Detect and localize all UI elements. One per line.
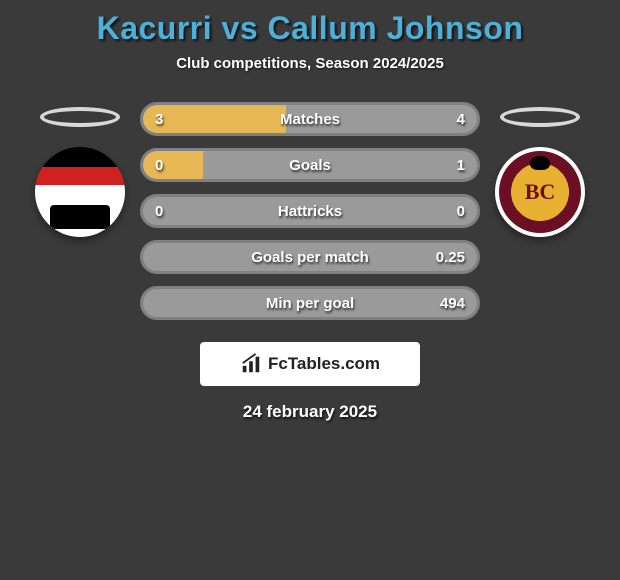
halo-right: [500, 107, 580, 127]
stat-bar-fill: [143, 105, 286, 133]
player-left-col: [30, 102, 130, 237]
page-title: Kacurri vs Callum Johnson: [0, 10, 620, 47]
brand-text: FcTables.com: [268, 354, 380, 374]
stat-label: Goals: [289, 157, 331, 174]
stat-bar: Min per goal 494: [140, 286, 480, 320]
stat-value-right: 1: [457, 157, 465, 174]
main-row: 3 Matches 4 0 Goals 1 0 Hattricks 0 Goals per mat…: [0, 102, 620, 320]
stat-label: Hattricks: [278, 203, 342, 220]
stat-bar: 0 Goals 1: [140, 148, 480, 182]
stat-label: Min per goal: [266, 295, 354, 312]
club-crest-right: [495, 147, 585, 237]
stat-bar: 0 Hattricks 0: [140, 194, 480, 228]
stat-bar-fill: [143, 151, 203, 179]
club-crest-left: [35, 147, 125, 237]
stat-bars: 3 Matches 4 0 Goals 1 0 Hattricks 0 Goals per mat…: [140, 102, 480, 320]
date-text: 24 february 2025: [0, 402, 620, 422]
stat-value-right: 4: [457, 111, 465, 128]
root: Kacurri vs Callum Johnson Club competiti…: [0, 0, 620, 422]
stat-value-right: 0: [457, 203, 465, 220]
stat-value-right: 0.25: [436, 249, 465, 266]
chart-icon: [240, 353, 262, 375]
subtitle: Club competitions, Season 2024/2025: [0, 55, 620, 72]
stat-bar: Goals per match 0.25: [140, 240, 480, 274]
halo-left: [40, 107, 120, 127]
stat-value-left: 0: [155, 157, 163, 174]
stat-label: Goals per match: [251, 249, 369, 266]
stat-bar: 3 Matches 4: [140, 102, 480, 136]
stat-value-right: 494: [440, 295, 465, 312]
player-right-col: [490, 102, 590, 237]
stat-value-left: 0: [155, 203, 163, 220]
brand-badge[interactable]: FcTables.com: [200, 342, 420, 386]
stat-label: Matches: [280, 111, 340, 128]
stat-value-left: 3: [155, 111, 163, 128]
